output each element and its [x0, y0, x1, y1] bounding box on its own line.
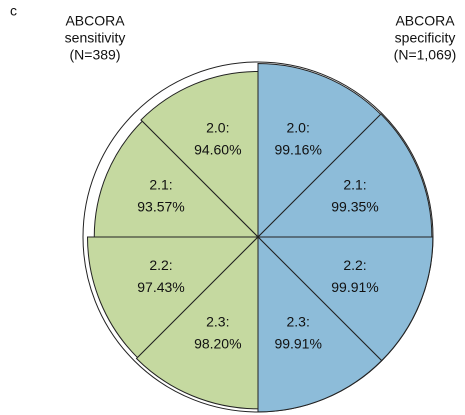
series-label: ABCORA	[65, 13, 125, 29]
wedge-category: 2.2:	[149, 257, 172, 273]
wedge	[135, 235, 259, 410]
series-label: ABCORA	[395, 13, 455, 29]
wedge-value-label: 93.57%	[137, 199, 184, 215]
wedge-value-label: 99.91%	[331, 279, 378, 295]
wedge-value-label: 99.35%	[331, 199, 378, 215]
panel-label: c	[10, 3, 17, 19]
wedge-value-label: 97.43%	[137, 279, 184, 295]
wedge-category: 2.1:	[149, 177, 172, 193]
wedge	[257, 235, 383, 413]
wedge-category: 2.1:	[343, 177, 366, 193]
wedge	[93, 120, 260, 238]
wedge-category: 2.0:	[287, 120, 310, 136]
wedge	[257, 62, 382, 239]
wedge-category: 2.0:	[206, 120, 229, 136]
wedge-value-label: 98.20%	[194, 336, 241, 352]
series-label: sensitivity	[65, 30, 126, 46]
wedge-value-label: 99.16%	[274, 142, 321, 158]
wedge	[140, 70, 259, 239]
wedge-category: 2.2:	[343, 257, 366, 273]
wedge	[256, 236, 434, 362]
series-label: specificity	[395, 30, 456, 46]
series-label: (N=389)	[70, 47, 121, 63]
wedge-value-label: 99.91%	[274, 336, 321, 352]
wedge-category: 2.3:	[206, 314, 229, 330]
series-label: (N=1,069)	[394, 47, 457, 63]
wedge-category: 2.3:	[287, 314, 310, 330]
wedge	[256, 113, 433, 238]
wedge	[86, 236, 260, 359]
wedge-value-label: 94.60%	[194, 142, 241, 158]
